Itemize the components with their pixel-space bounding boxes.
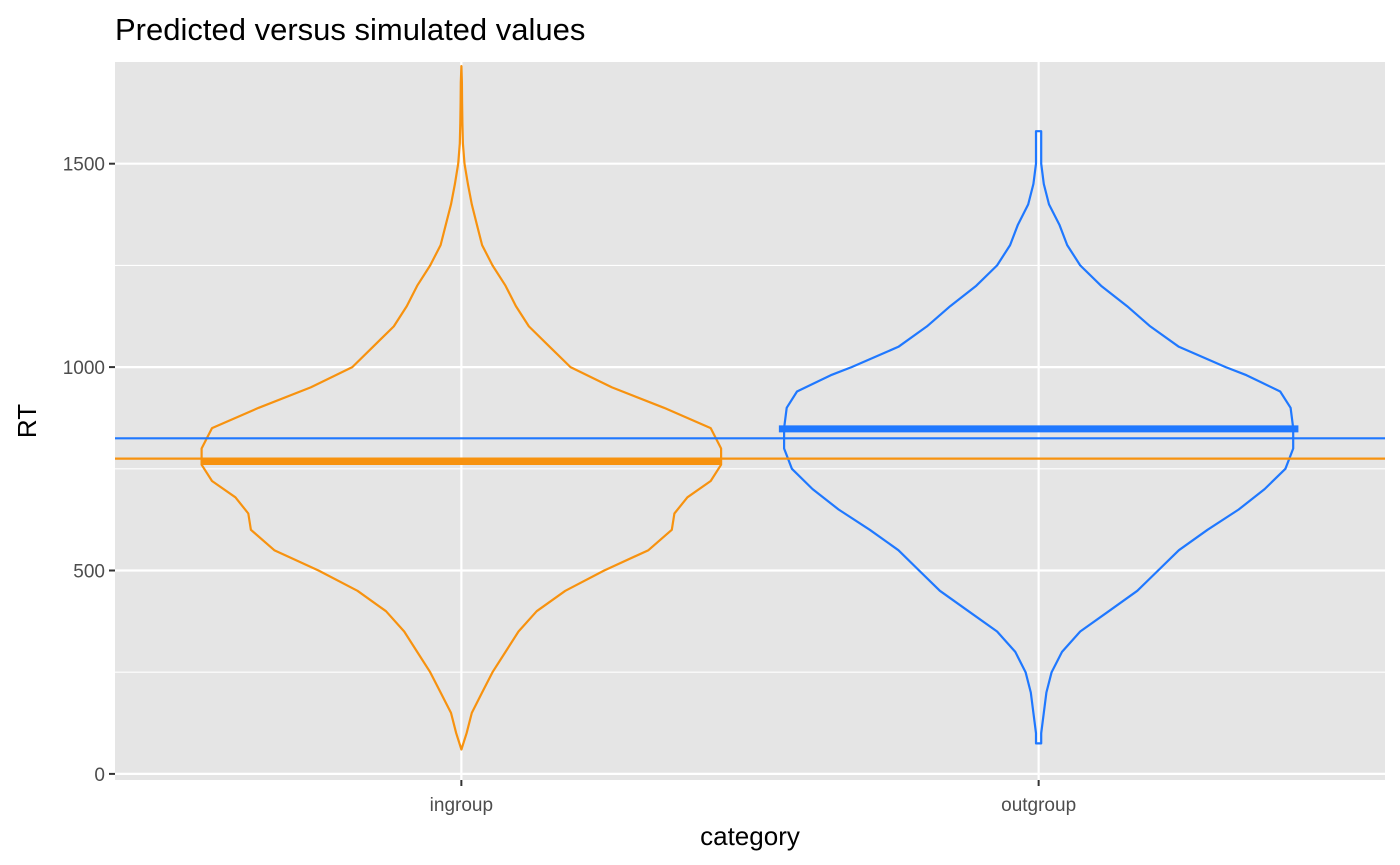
y-axis-title: RT — [12, 404, 42, 438]
violin-ingroup — [200, 65, 723, 751]
y-tick-label: 0 — [94, 765, 105, 786]
x-tick-label: ingroup — [430, 795, 493, 816]
grid-minor — [115, 264, 1385, 673]
y-tick-label: 1500 — [63, 155, 105, 176]
plot-panel — [115, 62, 1385, 780]
x-tick-label: outgroup — [1001, 795, 1076, 816]
mean-reference-lines — [115, 437, 1385, 460]
y-tick-label: 1000 — [63, 358, 105, 379]
chart-title: Predicted versus simulated values — [115, 12, 585, 47]
violin-outgroup — [783, 130, 1295, 745]
violins — [200, 65, 1299, 751]
y-tick-label: 500 — [73, 561, 105, 582]
x-axis: ingroup outgroup — [430, 780, 1076, 816]
x-axis-title: category — [700, 821, 800, 851]
grid-major — [115, 62, 1385, 780]
y-axis: 0 500 1000 1500 — [63, 155, 115, 786]
